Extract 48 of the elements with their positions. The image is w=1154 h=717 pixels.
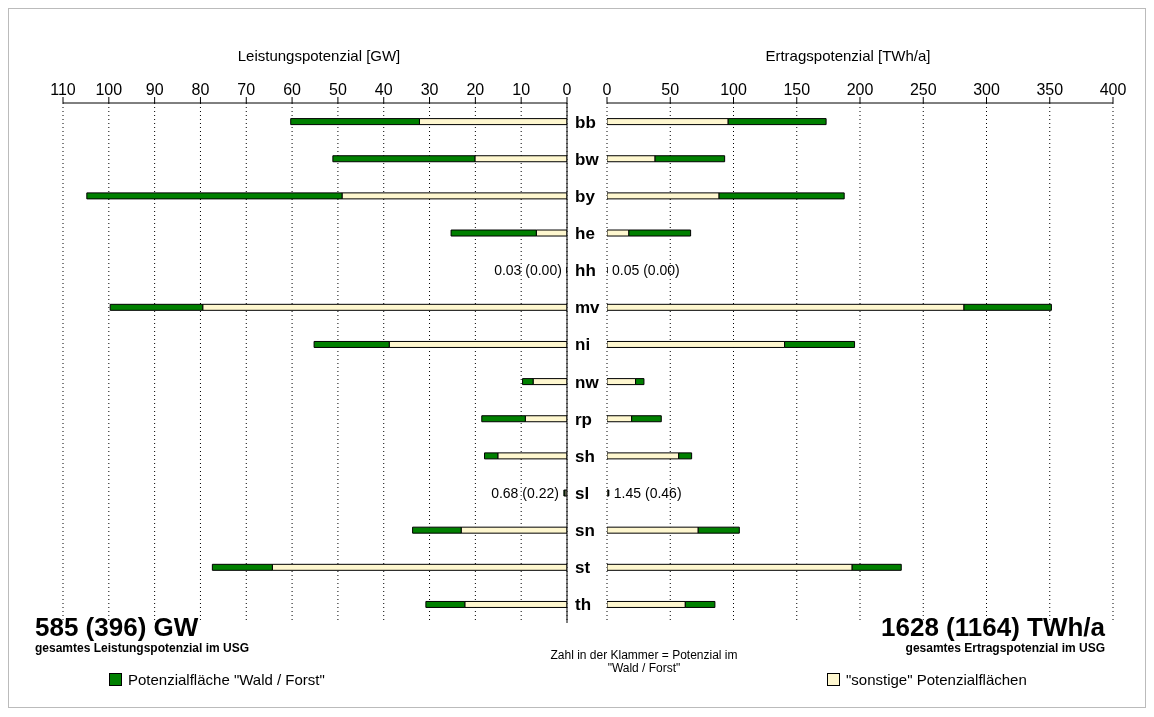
- annotation: 1.45 (0.46): [613, 484, 682, 501]
- x-axis-title: Leistungspotenzial [GW]: [236, 47, 402, 64]
- text: Zahl in der Klammer = Potenzial im "Wald / Forst": [549, 648, 739, 676]
- y-tick-label: sn: [575, 521, 595, 541]
- y-tick-label: he: [575, 224, 595, 244]
- x-tick-label: 20: [466, 81, 485, 98]
- y-tick-label: sh: [575, 446, 595, 466]
- x-tick-label: 40: [374, 81, 393, 98]
- x-tick-label: 30: [420, 81, 439, 98]
- x-tick-label: 0: [562, 81, 572, 98]
- legend-label: Potenzialfläche "Wald / Forst": [127, 671, 325, 688]
- x-tick-label: 400: [1099, 81, 1127, 98]
- text: gesamtes Leistungspotenzial im USG: [35, 641, 250, 656]
- x-tick-label: 100: [720, 81, 747, 98]
- x-tick-label: 200: [846, 81, 874, 98]
- x-tick-label: 100: [95, 81, 123, 98]
- x-tick-label: 110: [50, 81, 76, 98]
- y-tick-label: bw: [575, 149, 600, 169]
- y-tick-label: sl: [575, 484, 590, 504]
- y-tick-label: bb: [575, 112, 596, 132]
- x-tick-label: 300: [973, 81, 1000, 98]
- y-tick-label: hh: [575, 261, 596, 281]
- annotation: 1628 (1164) TWh/a: [881, 612, 1105, 642]
- x-tick-label: 90: [145, 81, 164, 98]
- x-tick-label: 150: [783, 81, 811, 98]
- y-tick-label: th: [575, 595, 592, 615]
- x-tick-label: 70: [237, 81, 256, 98]
- x-tick-label: 80: [191, 81, 210, 98]
- x-axis-title: Ertragspotenzial [TWh/a]: [764, 47, 932, 64]
- annotation: 0.05 (0.00): [612, 262, 680, 279]
- x-tick-label: 10: [512, 81, 531, 98]
- y-tick-label: by: [575, 186, 596, 206]
- x-tick-label: 60: [283, 81, 302, 98]
- y-tick-label: ni: [575, 335, 591, 355]
- x-tick-label: 50: [661, 81, 680, 98]
- text: gesamtes Ertragspotenzial im USG: [905, 641, 1105, 656]
- x-tick-label: 50: [329, 81, 347, 98]
- annotation: 585 (396) GW: [35, 612, 199, 642]
- y-tick-label: nw: [575, 372, 600, 392]
- legend-label: "sonstige" Potenzialflächen: [845, 671, 1027, 688]
- x-tick-label: 350: [1036, 81, 1064, 98]
- annotation: 0.68 (0.22): [491, 484, 559, 501]
- y-tick-label: st: [575, 558, 591, 578]
- x-tick-label: 0: [602, 81, 612, 98]
- x-tick-label: 250: [909, 81, 937, 98]
- annotation: 0.03 (0.00): [494, 262, 562, 279]
- y-tick-label: mv: [575, 298, 601, 318]
- y-tick-label: rp: [575, 409, 592, 429]
